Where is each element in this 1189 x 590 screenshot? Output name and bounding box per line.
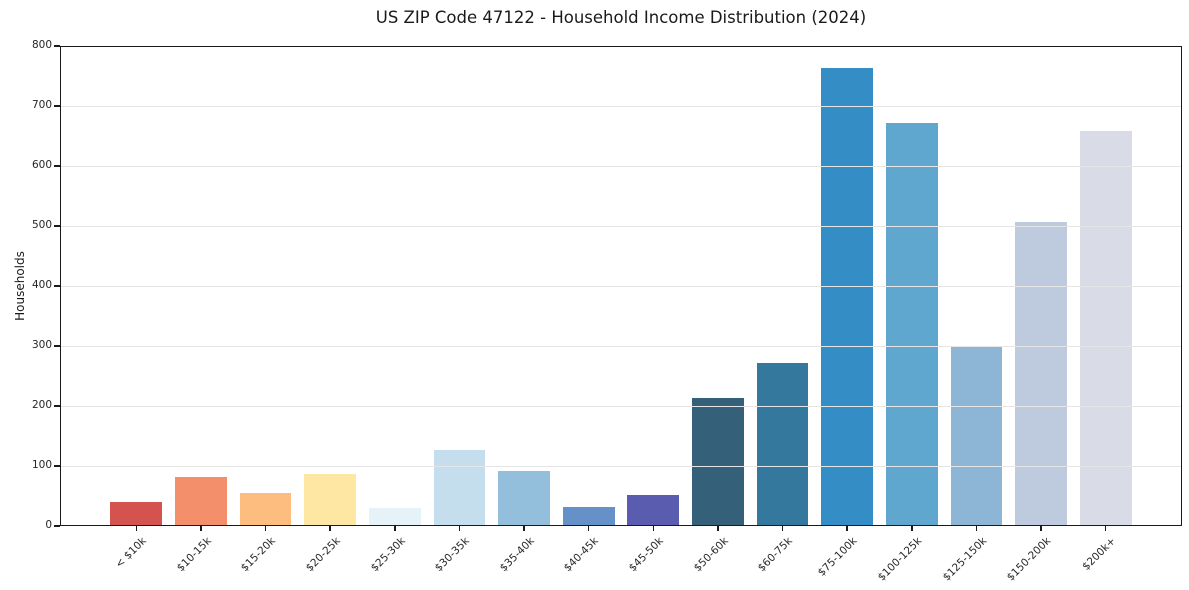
bar-slot	[169, 46, 234, 526]
x-tick-label: $50-60k	[691, 535, 731, 575]
x-tick-label: $15-20k	[238, 535, 279, 575]
bar	[692, 398, 744, 526]
y-tick-label: 100	[31, 459, 52, 471]
y-tick-label: 700	[31, 99, 52, 111]
bar-slot	[1073, 46, 1138, 526]
x-tick-label: $35-40k	[497, 535, 537, 575]
x-tick-mark	[1040, 526, 1042, 531]
y-tick-label: 800	[31, 39, 52, 51]
x-tick-label: $200k+	[1080, 535, 1119, 573]
y-tick-label: 600	[31, 159, 52, 171]
bar-slot	[880, 46, 945, 526]
x-tick-label: $75-100k	[815, 535, 860, 579]
x-tick-label: $20-25k	[303, 535, 343, 575]
y-tick-mark	[54, 225, 60, 227]
bar	[821, 67, 874, 526]
y-tick-mark	[54, 105, 60, 107]
bar-slot	[1009, 46, 1074, 526]
bar	[627, 494, 680, 526]
x-tick-label: $45-50k	[626, 535, 666, 575]
x-tick-label: $125-150k	[940, 535, 989, 584]
bar	[175, 477, 227, 526]
bar	[1079, 130, 1132, 526]
bar-slot	[298, 46, 363, 526]
bar	[304, 474, 357, 526]
y-tick-mark	[54, 345, 60, 347]
x-tick-mark	[523, 526, 525, 531]
bar-slot	[621, 46, 686, 526]
y-tick-label: 500	[31, 219, 52, 231]
x-tick-label: $100-125k	[875, 535, 925, 584]
bar	[756, 362, 809, 526]
x-tick-mark	[781, 526, 784, 531]
bar	[498, 471, 550, 526]
x-tick-mark	[911, 526, 913, 531]
x-tick-label: $25-30k	[368, 535, 408, 575]
bar	[562, 507, 615, 526]
y-tick-mark	[54, 165, 60, 167]
chart-title: US ZIP Code 47122 - Household Income Dis…	[375, 8, 867, 27]
bar-slot	[427, 46, 492, 526]
bar-slot	[492, 46, 557, 526]
bar-slot	[815, 46, 880, 526]
y-tick-label: 0	[45, 519, 52, 531]
y-tick-mark	[54, 465, 60, 467]
x-tick-label: $30-35k	[432, 535, 472, 575]
x-tick-mark	[975, 526, 978, 531]
bar	[950, 346, 1003, 526]
y-tick-label: 200	[31, 399, 52, 411]
x-tick-mark	[717, 526, 719, 531]
bar-slot	[750, 46, 815, 526]
plot-area	[60, 46, 1182, 526]
x-tick-label: $150-200k	[1005, 535, 1054, 584]
y-tick-mark	[54, 285, 60, 287]
y-tick-mark	[54, 405, 60, 407]
bar-slot	[686, 46, 751, 526]
x-tick-mark	[329, 526, 331, 531]
x-tick-mark	[587, 526, 590, 531]
bar	[368, 508, 421, 526]
y-tick-mark	[54, 525, 60, 527]
y-tick-label: 400	[31, 279, 52, 291]
x-tick-mark	[846, 526, 848, 531]
x-tick-label: $60-75k	[755, 535, 796, 575]
x-tick-mark	[394, 526, 396, 531]
y-tick-label: 300	[31, 339, 52, 351]
x-tick-label: < $10k	[113, 535, 149, 571]
x-tick-mark	[264, 526, 267, 531]
x-tick-mark	[652, 526, 654, 531]
x-tick-label: $10-15k	[174, 535, 214, 575]
bar	[433, 449, 486, 526]
bar-slot	[233, 46, 298, 526]
bars-row	[104, 46, 1138, 526]
x-tick-mark	[135, 526, 137, 531]
bar	[110, 502, 163, 526]
y-tick-mark	[54, 45, 60, 47]
bar-slot	[556, 46, 621, 526]
bar	[239, 493, 292, 526]
bar-slot	[104, 46, 169, 526]
x-tick-mark	[1104, 526, 1107, 531]
bar	[885, 123, 938, 526]
bar-slot	[363, 46, 428, 526]
x-tick-mark	[200, 526, 202, 531]
bar-slot	[944, 46, 1009, 526]
x-tick-label: $40-45k	[562, 535, 602, 575]
x-tick-mark	[458, 526, 461, 531]
bar	[1015, 222, 1067, 526]
